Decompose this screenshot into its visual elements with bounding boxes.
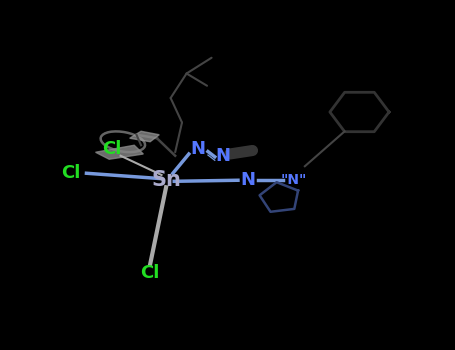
Text: N: N xyxy=(191,140,205,158)
Text: Cl: Cl xyxy=(102,140,121,158)
Polygon shape xyxy=(130,131,159,142)
Text: N: N xyxy=(216,147,230,165)
Text: Sn: Sn xyxy=(151,170,181,190)
Text: Cl: Cl xyxy=(61,164,80,182)
Text: "N": "N" xyxy=(280,173,307,187)
Text: Cl: Cl xyxy=(141,264,160,282)
Polygon shape xyxy=(96,145,143,159)
Text: N: N xyxy=(241,171,255,189)
